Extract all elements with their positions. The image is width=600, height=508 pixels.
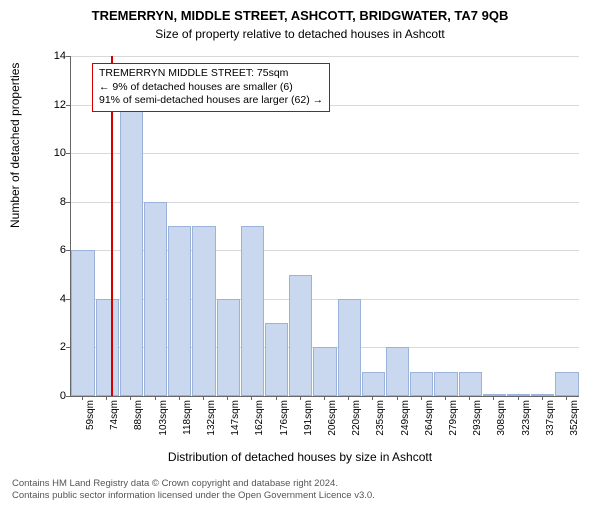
xtick-label: 279sqm xyxy=(448,400,459,436)
xtick-label: 249sqm xyxy=(400,400,411,436)
xtick-mark xyxy=(397,396,398,400)
gridline xyxy=(71,56,579,57)
bar xyxy=(362,372,385,396)
ytick-label: 0 xyxy=(46,390,66,402)
xtick-label: 264sqm xyxy=(424,400,435,436)
bar xyxy=(507,394,530,396)
xtick-label: 103sqm xyxy=(158,400,169,436)
ytick-mark xyxy=(66,56,70,57)
bar xyxy=(338,299,361,396)
title-sub: Size of property relative to detached ho… xyxy=(0,27,600,41)
annotation-line: 91% of semi-detached houses are larger (… xyxy=(99,94,323,108)
xtick-label: 147sqm xyxy=(230,400,241,436)
footer-line-2: Contains public sector information licen… xyxy=(12,490,375,502)
bar xyxy=(71,250,94,396)
xtick-label: 176sqm xyxy=(279,400,290,436)
footer-credits: Contains HM Land Registry data © Crown c… xyxy=(12,478,375,502)
bar xyxy=(434,372,457,396)
xtick-mark xyxy=(348,396,349,400)
xtick-label: 118sqm xyxy=(182,400,193,435)
xtick-label: 74sqm xyxy=(109,400,120,430)
ytick-label: 10 xyxy=(46,147,66,159)
xtick-mark xyxy=(251,396,252,400)
bar xyxy=(483,394,506,396)
ytick-label: 4 xyxy=(46,293,66,305)
ytick-label: 2 xyxy=(46,341,66,353)
title-main: TREMERRYN, MIDDLE STREET, ASHCOTT, BRIDG… xyxy=(0,8,600,23)
bar xyxy=(120,105,143,396)
xtick-mark xyxy=(566,396,567,400)
bar xyxy=(410,372,433,396)
xtick-mark xyxy=(227,396,228,400)
xtick-mark xyxy=(469,396,470,400)
bar xyxy=(144,202,167,396)
ytick-mark xyxy=(66,396,70,397)
ytick-mark xyxy=(66,153,70,154)
x-axis-label: Distribution of detached houses by size … xyxy=(0,450,600,464)
xtick-mark xyxy=(445,396,446,400)
annotation-line: TREMERRYN MIDDLE STREET: 75sqm xyxy=(99,67,323,81)
xtick-mark xyxy=(421,396,422,400)
xtick-mark xyxy=(372,396,373,400)
xtick-label: 206sqm xyxy=(327,400,338,436)
xtick-mark xyxy=(324,396,325,400)
bar xyxy=(241,226,264,396)
xtick-mark xyxy=(106,396,107,400)
gridline xyxy=(71,153,579,154)
xtick-label: 352sqm xyxy=(569,400,580,436)
ytick-mark xyxy=(66,347,70,348)
xtick-label: 323sqm xyxy=(521,400,532,436)
ytick-mark xyxy=(66,250,70,251)
bar xyxy=(386,347,409,396)
xtick-mark xyxy=(542,396,543,400)
y-axis-label: Number of detached properties xyxy=(8,63,22,228)
ytick-label: 12 xyxy=(46,99,66,111)
xtick-label: 88sqm xyxy=(133,400,144,430)
bar xyxy=(289,275,312,396)
xtick-label: 337sqm xyxy=(545,400,556,436)
bar xyxy=(459,372,482,396)
xtick-label: 162sqm xyxy=(254,400,265,436)
bar xyxy=(265,323,288,396)
xtick-mark xyxy=(300,396,301,400)
xtick-label: 235sqm xyxy=(375,400,386,436)
xtick-mark xyxy=(276,396,277,400)
footer-line-1: Contains HM Land Registry data © Crown c… xyxy=(12,478,375,490)
xtick-mark xyxy=(203,396,204,400)
bar xyxy=(168,226,191,396)
annotation-box: TREMERRYN MIDDLE STREET: 75sqm← 9% of de… xyxy=(92,63,330,112)
xtick-mark xyxy=(130,396,131,400)
bar xyxy=(531,394,554,396)
bar xyxy=(555,372,578,396)
ytick-label: 6 xyxy=(46,244,66,256)
xtick-mark xyxy=(82,396,83,400)
ytick-mark xyxy=(66,299,70,300)
bar xyxy=(313,347,336,396)
xtick-label: 220sqm xyxy=(351,400,362,436)
xtick-mark xyxy=(518,396,519,400)
annotation-line: ← 9% of detached houses are smaller (6) xyxy=(99,81,323,95)
bar xyxy=(96,299,119,396)
bar xyxy=(217,299,240,396)
xtick-label: 308sqm xyxy=(496,400,507,436)
xtick-label: 132sqm xyxy=(206,400,217,436)
ytick-label: 8 xyxy=(46,196,66,208)
ytick-mark xyxy=(66,202,70,203)
ytick-label: 14 xyxy=(46,50,66,62)
xtick-mark xyxy=(493,396,494,400)
bar xyxy=(192,226,215,396)
xtick-mark xyxy=(155,396,156,400)
xtick-label: 293sqm xyxy=(472,400,483,436)
xtick-label: 59sqm xyxy=(85,400,96,430)
xtick-label: 191sqm xyxy=(303,400,314,436)
ytick-mark xyxy=(66,105,70,106)
xtick-mark xyxy=(179,396,180,400)
